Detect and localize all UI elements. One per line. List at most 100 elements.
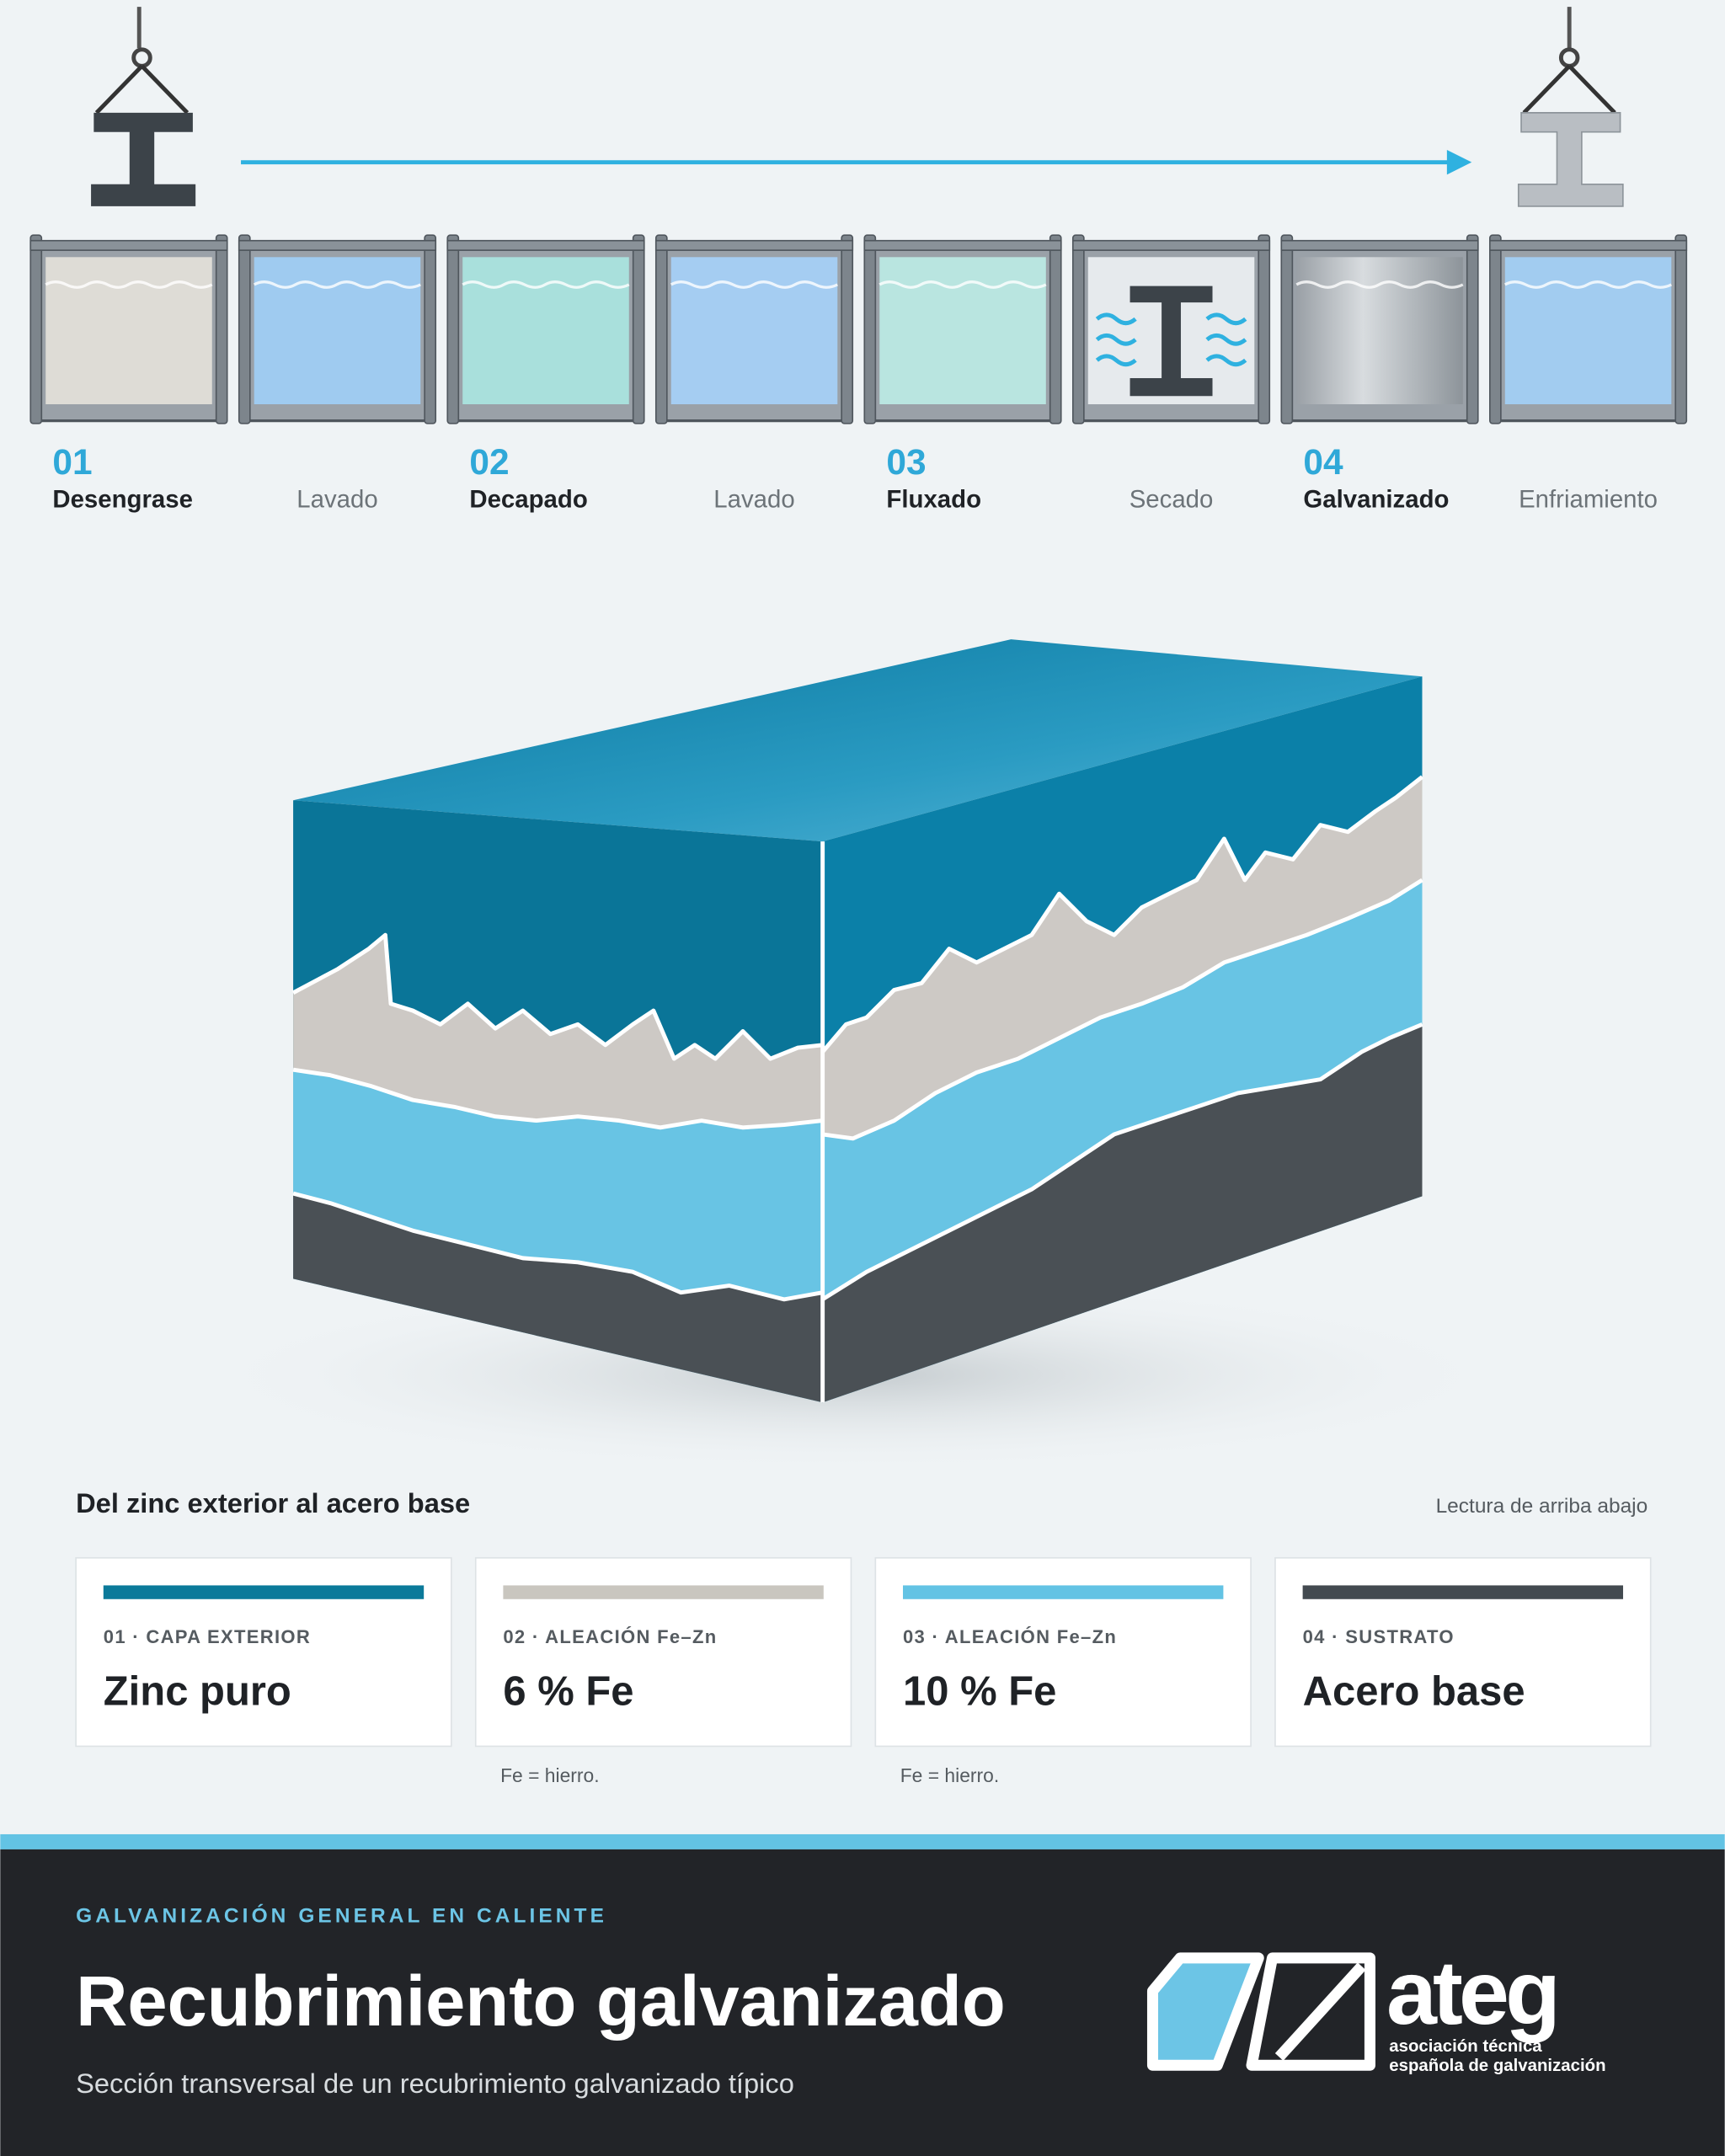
tank-post: [654, 234, 668, 424]
block-top: [293, 639, 1423, 842]
tank-liquid: [1296, 257, 1463, 404]
tank-rim: [1280, 239, 1479, 251]
step-label: Desengrase: [52, 485, 193, 513]
card-kicker: 04 · SUSTRATO: [1303, 1626, 1455, 1647]
tanks: [29, 234, 1688, 424]
card-value: 10 % Fe: [903, 1668, 1056, 1714]
tank-post: [1674, 234, 1688, 424]
tank-surface: [253, 280, 421, 289]
legend-cards: 01 · CAPA EXTERIOR Zinc puro 02 · ALEACIÓN…: [75, 1556, 1652, 1786]
tank-surface: [879, 280, 1047, 289]
coating-layer: [822, 1024, 1423, 1403]
step-labels: 01 Desengrase Lavado 02 Decapado Lavado 03 Flux…: [52, 442, 1658, 513]
legend-swatch: [103, 1585, 425, 1599]
hoist-right: [1517, 7, 1624, 207]
tank-post: [863, 234, 877, 424]
coating-block: [291, 639, 1424, 1403]
logo-tagline: española de galvanización: [1389, 2057, 1605, 2075]
tank-surface: [1295, 280, 1464, 289]
step-label: Fluxado: [886, 485, 981, 513]
logo-tagline: asociación técnica: [1389, 2037, 1542, 2056]
card-footnote: Fe = hierro.: [900, 1764, 999, 1786]
tank-rim: [238, 239, 437, 251]
coating-layer: [293, 1193, 823, 1403]
card-kicker: 03 · ALEACIÓN Fe–Zn: [903, 1626, 1117, 1647]
step-number: 01: [52, 442, 92, 482]
step-label: Decapado: [469, 485, 587, 513]
tank-post: [632, 234, 645, 424]
drying-wave: [1205, 333, 1247, 346]
footer-title: Recubrimiento galvanizado: [76, 1961, 1006, 2041]
layer-boundary: [821, 1022, 1423, 1301]
card-footnote: Fe = hierro.: [500, 1764, 599, 1786]
tank-liquid: [254, 257, 421, 404]
footer-subtitle: Sección transversal de un recubrimiento …: [76, 2068, 794, 2099]
tank-surface: [670, 280, 839, 289]
footer-stripe: [0, 1833, 1725, 1849]
tank-liquid: [879, 257, 1046, 404]
tank-post: [29, 234, 43, 424]
legend-swatch: [903, 1585, 1224, 1599]
drying-wave: [1095, 333, 1137, 346]
step-number: 04: [1303, 442, 1343, 482]
tank-rim: [446, 239, 645, 251]
logo-mark: [1146, 1952, 1375, 2071]
tank-liquid: [670, 257, 838, 404]
drying-beam: [1130, 286, 1213, 397]
layer-boundary: [292, 1191, 824, 1302]
drying-wave: [1095, 312, 1137, 326]
legend-note: Lectura de arriba abajo: [1436, 1495, 1648, 1518]
layer-boundary: [822, 878, 1423, 1141]
tank-post: [1466, 234, 1479, 424]
footer: [0, 1849, 1725, 2156]
tank-post: [841, 234, 854, 424]
drying-wave: [1205, 312, 1247, 326]
tank-post: [238, 234, 251, 424]
card-value: Acero base: [1303, 1668, 1525, 1714]
arrow-head: [1446, 149, 1472, 175]
tank-surface: [45, 280, 213, 289]
footer-eyebrow: GALVANIZACIÓN GENERAL EN CALIENTE: [76, 1903, 607, 1927]
drying-wave: [1095, 354, 1137, 367]
step-label: Lavado: [713, 485, 794, 513]
tank-liquid: [45, 257, 212, 404]
tank-post: [215, 234, 228, 424]
legend-title: Del zinc exterior al acero base: [76, 1487, 470, 1518]
tank-post: [1280, 234, 1294, 424]
legend-swatch: [1302, 1585, 1624, 1599]
layer-boundary: [292, 1067, 823, 1130]
tank-post: [1049, 234, 1062, 424]
step-label: Enfriamiento: [1519, 485, 1658, 513]
layer-boundary: [291, 932, 823, 1061]
logo-wordmark: ateg: [1386, 1941, 1557, 2043]
tank-surface: [462, 280, 630, 289]
tank-post: [1258, 234, 1271, 424]
hoist-left: [91, 7, 196, 206]
tank-post: [1488, 234, 1502, 424]
tank-rim: [654, 239, 854, 251]
step-label: Galvanizado: [1303, 485, 1449, 513]
legend-swatch: [503, 1585, 824, 1599]
card-kicker: 02 · ALEACIÓN Fe–Zn: [503, 1626, 717, 1647]
step-label: Lavado: [296, 485, 377, 513]
card-kicker: 01 · CAPA EXTERIOR: [104, 1626, 311, 1647]
tank-rim: [29, 239, 228, 251]
step-number: 02: [469, 442, 509, 482]
step-number: 03: [886, 442, 926, 482]
tank-rim: [863, 239, 1062, 251]
drying-wave: [1205, 354, 1247, 367]
card-value: 6 % Fe: [503, 1668, 633, 1714]
tank-post: [446, 234, 460, 424]
card-value: Zinc puro: [104, 1668, 291, 1714]
tank-rim: [1488, 239, 1688, 251]
tank-post: [1071, 234, 1085, 424]
layer-boundary: [820, 775, 1424, 1054]
tank-liquid: [462, 257, 629, 404]
tank-rim: [1071, 239, 1271, 251]
step-label: Secado: [1130, 485, 1214, 513]
tank-liquid: [1504, 257, 1672, 404]
tank-post: [424, 234, 437, 424]
